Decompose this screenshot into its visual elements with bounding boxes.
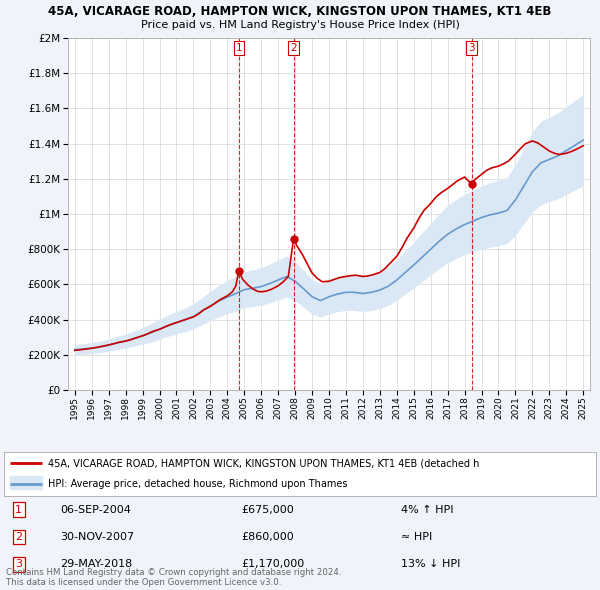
Text: 3: 3: [16, 559, 22, 569]
Text: Contains HM Land Registry data © Crown copyright and database right 2024.
This d: Contains HM Land Registry data © Crown c…: [6, 568, 341, 587]
Text: 45A, VICARAGE ROAD, HAMPTON WICK, KINGSTON UPON THAMES, KT1 4EB (detached h: 45A, VICARAGE ROAD, HAMPTON WICK, KINGST…: [49, 458, 480, 468]
Text: 2: 2: [15, 532, 22, 542]
Text: HPI: Average price, detached house, Richmond upon Thames: HPI: Average price, detached house, Rich…: [49, 478, 348, 489]
Text: 3: 3: [468, 43, 475, 53]
Text: ≈ HPI: ≈ HPI: [401, 532, 432, 542]
Text: 30-NOV-2007: 30-NOV-2007: [60, 532, 134, 542]
Text: 2: 2: [290, 43, 297, 53]
Text: 29-MAY-2018: 29-MAY-2018: [60, 559, 133, 569]
Text: 1: 1: [16, 505, 22, 515]
Text: 13% ↓ HPI: 13% ↓ HPI: [401, 559, 460, 569]
Text: Price paid vs. HM Land Registry's House Price Index (HPI): Price paid vs. HM Land Registry's House …: [140, 20, 460, 30]
Text: £675,000: £675,000: [241, 505, 293, 515]
Text: £1,170,000: £1,170,000: [241, 559, 304, 569]
Text: £860,000: £860,000: [241, 532, 293, 542]
Text: 45A, VICARAGE ROAD, HAMPTON WICK, KINGSTON UPON THAMES, KT1 4EB: 45A, VICARAGE ROAD, HAMPTON WICK, KINGST…: [49, 5, 551, 18]
Text: 06-SEP-2004: 06-SEP-2004: [60, 505, 131, 515]
Text: 1: 1: [236, 43, 242, 53]
Text: 4% ↑ HPI: 4% ↑ HPI: [401, 505, 453, 515]
